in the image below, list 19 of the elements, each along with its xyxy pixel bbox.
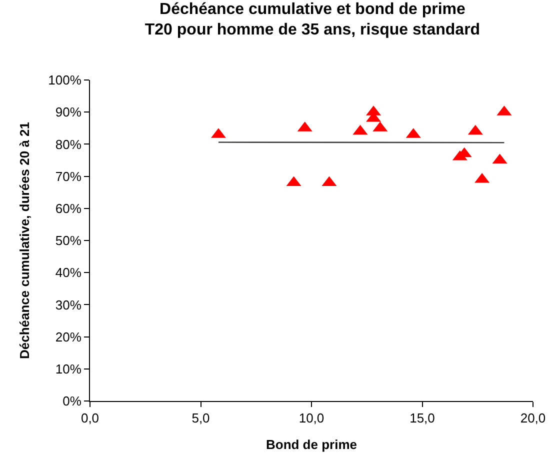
y-tick-label: 10%: [55, 361, 82, 376]
y-tick-label: 0%: [62, 394, 82, 409]
y-tick-label: 90%: [55, 104, 82, 120]
y-tick-label: 40%: [55, 265, 82, 280]
y-tick-label: 80%: [55, 136, 82, 152]
x-tick-label: 10,0: [298, 410, 324, 426]
y-tick-label: 60%: [55, 200, 82, 216]
y-tick-label: 20%: [55, 329, 82, 344]
x-axis-title: Bond de prime: [266, 437, 358, 452]
y-tick-label: 30%: [55, 297, 82, 312]
x-tick-label: 15,0: [410, 410, 435, 426]
y-tick-label: 70%: [55, 168, 82, 184]
y-tick-label: 50%: [55, 233, 82, 248]
x-tick-label: 5,0: [192, 410, 210, 426]
x-tick-label: 20,0: [520, 410, 546, 426]
y-tick-label: 100%: [48, 72, 82, 88]
chart-title: Déchéance cumulative et bond de prime T20 pour homme de 35 ans, risque standard: [144, 0, 480, 39]
y-axis-title: Déchéance cumulative, durées 20 à 21: [17, 122, 32, 360]
x-tick-label: 0,0: [80, 410, 100, 426]
